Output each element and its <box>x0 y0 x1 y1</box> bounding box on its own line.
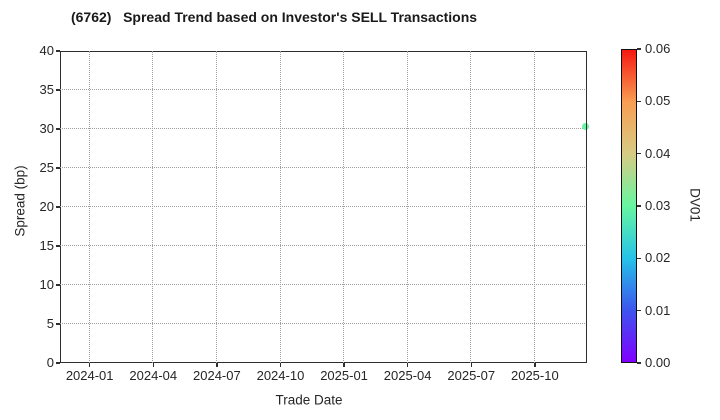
x-tick-mark <box>152 363 154 367</box>
y-tick-label: 20 <box>39 199 54 214</box>
y-gridline <box>60 167 587 169</box>
x-tick-mark <box>470 363 472 367</box>
x-gridline <box>343 51 345 363</box>
colorbar-tick-mark <box>637 362 641 364</box>
chart-title: (6762) Spread Trend based on Investor's … <box>70 9 478 25</box>
colorbar-label: DV01 <box>687 188 703 222</box>
x-tick-mark <box>343 363 345 367</box>
y-tick-mark <box>56 167 60 169</box>
y-tick-mark <box>56 245 60 247</box>
x-axis-label: Trade Date <box>275 392 343 408</box>
x-tick-label: 2024-04 <box>129 368 178 383</box>
x-tick-mark <box>279 363 282 367</box>
colorbar-tick-label: 0.06 <box>645 41 671 56</box>
colorbar-tick-label: 0.05 <box>645 93 671 109</box>
y-tick-mark <box>56 206 60 208</box>
colorbar-tick-label: 0.02 <box>645 250 671 266</box>
colorbar-tick-mark <box>637 205 641 207</box>
y-tick-mark <box>56 323 60 325</box>
colorbar-tick-label: 0.04 <box>645 145 671 161</box>
y-gridline <box>60 284 587 286</box>
colorbar <box>621 49 637 363</box>
y-tick-mark <box>56 50 60 52</box>
x-tick-label: 2025-10 <box>510 368 559 383</box>
y-gridline <box>60 245 587 247</box>
colorbar-tick-mark <box>637 257 641 259</box>
y-gridline <box>60 323 587 325</box>
colorbar-tick-label: 0.03 <box>645 198 671 213</box>
colorbar-tick-mark <box>637 48 641 50</box>
y-gridline <box>60 128 587 130</box>
y-tick-mark <box>56 128 60 130</box>
x-tick-mark <box>216 363 218 367</box>
y-tick-label: 35 <box>39 82 54 97</box>
right-spine <box>585 51 587 363</box>
y-tick-label: 15 <box>39 238 54 253</box>
x-tick-label: 2024-01 <box>65 368 114 383</box>
x-gridline <box>406 51 408 363</box>
x-tick-mark <box>406 363 409 367</box>
x-tick-label: 2025-04 <box>383 368 432 383</box>
x-tick-label: 2025-07 <box>447 368 496 383</box>
colorbar-tick-label: 0.01 <box>645 302 671 318</box>
colorbar-tick-label: 0.00 <box>645 355 671 370</box>
colorbar-tick-mark <box>637 153 641 155</box>
y-tick-label: 10 <box>39 277 54 292</box>
y-tick-label: 5 <box>46 316 54 331</box>
y-tick-label: 25 <box>39 160 54 175</box>
y-tick-mark <box>56 362 60 364</box>
y-gridline <box>60 206 587 208</box>
y-tick-mark <box>56 89 60 91</box>
y-gridline <box>60 89 587 91</box>
x-gridline <box>470 51 472 363</box>
y-tick-label: 40 <box>39 43 54 58</box>
y-tick-label: 0 <box>46 355 54 370</box>
colorbar-tick-mark <box>637 310 641 312</box>
x-gridline <box>534 51 536 363</box>
x-gridline <box>279 51 281 363</box>
x-tick-label: 2024-10 <box>256 368 305 383</box>
colorbar-tick-mark <box>637 100 641 102</box>
x-tick-mark <box>88 363 91 367</box>
x-gridline <box>216 51 218 363</box>
x-gridline <box>88 51 90 363</box>
x-tick-label: 2025-01 <box>320 368 368 383</box>
x-tick-mark <box>534 363 536 367</box>
y-tick-mark <box>56 284 60 286</box>
y-tick-label: 30 <box>39 121 54 136</box>
x-tick-label: 2024-07 <box>193 368 241 383</box>
x-gridline <box>152 51 154 363</box>
